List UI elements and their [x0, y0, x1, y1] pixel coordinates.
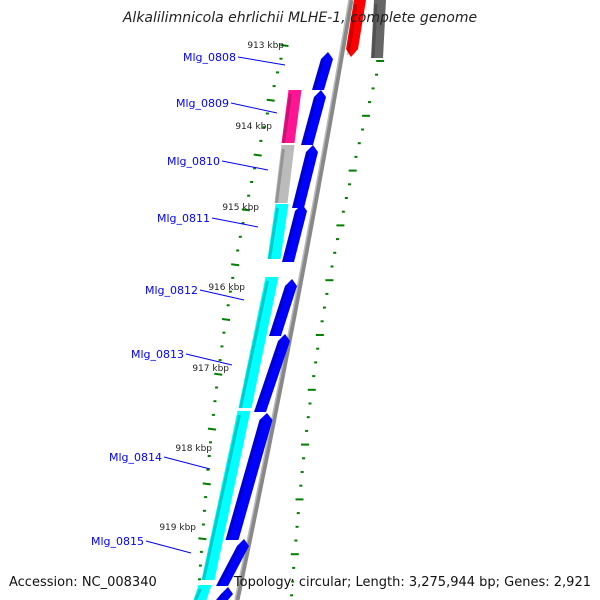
gene-red-top-shade [346, 3, 358, 56]
gene-mlg-0809-shade [282, 93, 292, 144]
cds-mlg-0815[interactable] [216, 539, 249, 586]
gene-label-leader [230, 102, 278, 114]
cds-mlg-0812-shade [269, 285, 289, 337]
gene-mlg-0810[interactable] [274, 145, 295, 203]
gene-label-leader [145, 540, 192, 554]
gene-label-link[interactable]: Mlg_0808 [183, 51, 236, 64]
tick-label: 918 kbp [175, 444, 212, 454]
gene-mlg-0810-shade [275, 148, 285, 204]
cds-mlg-0813[interactable] [254, 334, 290, 412]
cds-mlg-0813-shade [254, 340, 282, 413]
gene-label-link[interactable]: Mlg_0812 [145, 284, 198, 297]
gene-gray-top-shade [371, 3, 378, 59]
gene-red-top[interactable] [346, 0, 366, 57]
major-tick [231, 263, 240, 267]
tick-label: 917 kbp [192, 364, 229, 374]
cds-mlg-0810-shade [292, 151, 310, 209]
gene-label-leader [211, 217, 259, 228]
gene-label-link[interactable]: Mlg_0811 [157, 212, 210, 225]
cds-mlg-0808[interactable] [312, 52, 333, 90]
major-tick [266, 98, 275, 102]
accession-text: Accession: NC_008340 [9, 575, 157, 590]
gene-label-leader [237, 56, 286, 66]
gene-mlg-0814-0815[interactable] [201, 411, 251, 580]
gene-mlg-0811[interactable] [267, 204, 289, 259]
major-tick [253, 153, 262, 157]
backbone-highlight [234, 0, 350, 600]
major-tick [241, 208, 250, 212]
genome-summary: Topology: circular; Length: 3,275,944 bp… [233, 575, 591, 590]
tick-label: 914 kbp [235, 122, 272, 132]
gene-label-leader [185, 353, 233, 366]
gene-next-shade [194, 588, 202, 600]
gene-label-link[interactable]: Mlg_0810 [167, 155, 220, 168]
cds-mlg-0815-shade [216, 545, 241, 587]
tick-label: 919 kbp [159, 523, 196, 533]
gene-label-link[interactable]: Mlg_0813 [131, 348, 184, 361]
backbone [234, 0, 354, 600]
cds-mlg-0809-shade [301, 96, 318, 146]
gene-label-link[interactable]: Mlg_0809 [176, 97, 229, 110]
cds-mlg-0808-shade [312, 58, 325, 91]
tick-label: 913 kbp [247, 41, 284, 51]
cds-mlg-0814[interactable] [225, 413, 273, 540]
gene-label-link[interactable]: Mlg_0815 [91, 535, 144, 548]
major-tick [207, 427, 217, 431]
gene-mlg-0809[interactable] [281, 90, 302, 143]
gene-label-leader [163, 456, 211, 470]
cds-next[interactable] [216, 587, 233, 600]
gene-mlg-0812-0813-shade [239, 280, 269, 409]
cds-mlg-0810[interactable] [292, 145, 318, 208]
major-tick [198, 537, 207, 541]
map-title: Alkalilimnicola ehrlichii MLHE-1, comple… [122, 10, 478, 26]
tick-label: 915 kbp [222, 203, 259, 213]
cds-mlg-0811[interactable] [282, 204, 307, 262]
gene-mlg-0811-shade [268, 207, 279, 260]
major-tick [280, 44, 289, 47]
gene-label-link[interactable]: Mlg_0814 [109, 451, 162, 464]
cds-mlg-0812[interactable] [269, 279, 297, 336]
gene-label-leader [221, 160, 269, 171]
cds-mlg-0809[interactable] [301, 90, 326, 145]
gene-gray-top[interactable] [371, 0, 386, 58]
major-tick [214, 372, 223, 376]
gene-next[interactable] [193, 585, 212, 600]
major-tick [202, 482, 211, 486]
tick-label: 916 kbp [208, 283, 245, 293]
cds-next-shade [216, 593, 225, 600]
gene-label-leader [199, 289, 245, 301]
major-tick [221, 318, 231, 321]
gene-mlg-0812-0813[interactable] [238, 277, 279, 408]
gene-mlg-0814-0815-shade [202, 414, 241, 581]
cds-mlg-0811-shade [282, 210, 299, 263]
cds-mlg-0814-shade [226, 419, 263, 541]
